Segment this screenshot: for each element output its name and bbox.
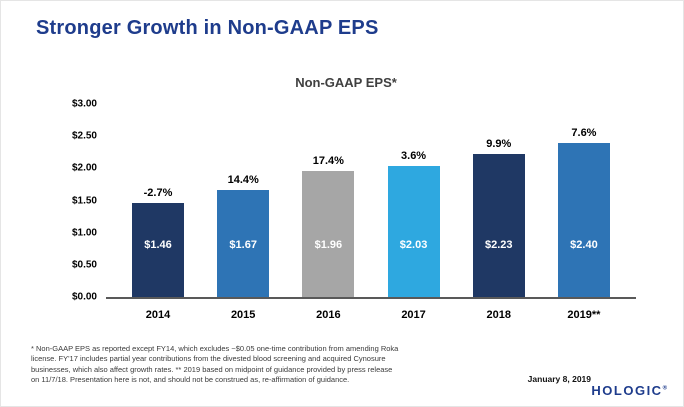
slide-title: Stronger Growth in Non-GAAP EPS — [36, 17, 379, 39]
x-axis-label: 2014 — [145, 309, 171, 321]
y-tick-label: $1.00 — [71, 227, 97, 239]
y-tick-label: $1.50 — [71, 195, 97, 206]
x-axis-label: 2017 — [401, 309, 426, 321]
y-tick-label: $2.50 — [71, 130, 97, 142]
chart-title: Non-GAAP EPS* — [295, 75, 397, 90]
x-axis-label: 2018 — [486, 309, 511, 321]
growth-label: 9.9% — [486, 137, 512, 150]
growth-label: -2.7% — [143, 187, 173, 200]
bar: $1.67 — [217, 189, 270, 297]
y-tick-label: $3.00 — [71, 98, 97, 110]
bar: $2.40 — [557, 142, 610, 297]
plot-area: -2.7% $1.46 2014 14.4% $1.67 2015 17.4% $1.96 20… — [106, 104, 636, 321]
y-axis: $3.00 $2.50 $2.00 $1.50 $1.00 $0.50 $0.00 — [39, 99, 97, 303]
bars: -2.7% $1.46 2014 14.4% $1.67 2015 17.4% $1.96 20… — [106, 104, 636, 321]
hologic-logo: HOLOGIC® — [591, 383, 667, 398]
bar: $1.46 — [132, 203, 184, 297]
bar-group-2017: 3.6% $2.03 2017 — [387, 104, 440, 321]
x-axis-label: 2019** — [567, 309, 601, 321]
bar-value-label: $1.96 — [314, 239, 343, 251]
growth-label: 14.4% — [227, 173, 259, 186]
x-axis-label: 2015 — [230, 309, 256, 321]
growth-label: 7.6% — [571, 126, 597, 139]
bar-value-label: $1.46 — [144, 239, 172, 251]
bar-value-label: $2.03 — [399, 239, 428, 251]
footnote-line: * Non-GAAP EPS as reported except FY14, … — [31, 344, 399, 353]
registered-mark-icon: ® — [662, 385, 667, 392]
x-axis-label: 2016 — [316, 309, 341, 321]
bar-value-label: $2.40 — [570, 239, 598, 251]
footnote-line: license. FY'17 includes partial year con… — [31, 354, 386, 364]
bar-group-2019: 7.6% $2.40 2019** — [557, 104, 610, 321]
growth-label: 3.6% — [401, 150, 427, 163]
y-tick-label: $0.50 — [71, 259, 97, 271]
bar: $2.23 — [472, 153, 525, 297]
bar-group-2016: 17.4% $1.96 2016 — [302, 104, 355, 321]
y-tick-label: $2.00 — [71, 162, 97, 174]
bar-value-label: $1.67 — [229, 239, 257, 251]
logo-text: HOLOGIC — [591, 383, 663, 398]
y-tick-label: $0.00 — [71, 291, 97, 303]
footnote-line: on 11/7/18. Presentation here is not, an… — [31, 375, 350, 385]
bar-group-2014: -2.7% $1.46 2014 — [132, 104, 184, 321]
slide-date: January 8, 2019 — [527, 374, 591, 384]
footnote: * Non-GAAP EPS as reported except FY14, … — [31, 344, 501, 385]
bar-group-2015: 14.4% $1.67 2015 — [217, 104, 270, 321]
bar-group-2018: 9.9% $2.23 2018 — [472, 104, 525, 321]
growth-label: 17.4% — [312, 154, 344, 167]
bar: $2.03 — [387, 166, 440, 297]
footnote-line: businesses, which also affect growth rat… — [31, 364, 393, 374]
bar-value-label: $2.23 — [484, 239, 513, 251]
bar: $1.96 — [302, 170, 355, 297]
